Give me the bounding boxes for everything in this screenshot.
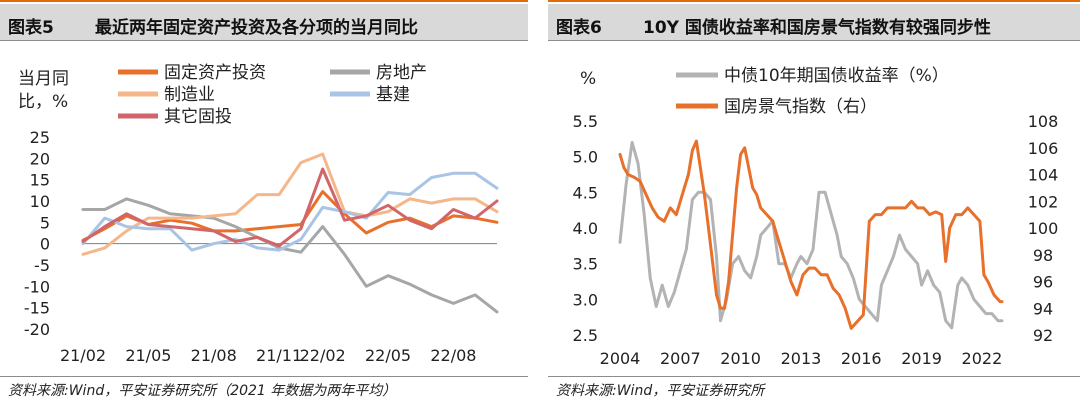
figure-header: 图表5 最近两年固定资产投资及各分项的当月同比 [0,4,528,40]
series-line-制造业 [81,152,499,256]
x-tick-label: 22/02 [300,346,346,365]
x-tick-label: 22/05 [365,346,411,365]
figure-header: 图表6 10Y 国债收益率和国房景气指数有较强同步性 [548,4,1080,40]
x-tick-label: 21/08 [191,346,237,365]
y-tick-label: 5 [40,213,50,232]
legend-label: 房地产 [376,63,427,83]
x-tick-label: 21/02 [60,346,106,365]
figure-number: 图表6 [556,18,602,38]
legend-label: 制造业 [164,85,215,105]
series-line-中债10年期国债收益率（%） [618,140,1004,330]
y-right-tick-label: 96 [1033,273,1053,292]
x-tick-label: 2016 [841,349,882,368]
bond-yield-vs-housing-index-chart: % 5.5 5.0 4.5 4.0 3.5 3.0 2.5 108 106 104 102 100 98 9… [573,66,1059,368]
divider [548,40,1080,41]
series-line-房地产 [81,197,499,314]
y-right-tick-label: 104 [1028,166,1059,185]
legend-label: 国房景气指数（右） [724,97,877,117]
series-line-国房景气指数（右） [618,139,1004,330]
y-tick-label: 10 [30,192,50,211]
y-right-tick-label: 106 [1028,139,1059,158]
y-left-tick-label: 3.0 [573,290,598,309]
y-tick-label: 0 [40,235,50,254]
y-left-tick-label: 4.0 [573,219,598,238]
x-tick-label: 2013 [781,349,822,368]
y-tick-label: 25 [30,128,50,147]
y-right-tick-label: 102 [1028,192,1059,211]
figure-title: 最近两年固定资产投资及各分项的当月同比 [95,18,418,38]
y-right-tick-label: 100 [1028,219,1059,238]
source-note: 资料来源:Wind，平安证券研究所（2021 年数据为两年平均） [8,383,397,399]
y-axis-label: % [580,69,596,89]
y-left-tick-label: 4.5 [573,183,598,202]
legend-label: 固定资产投资 [164,63,266,83]
x-tick-label: 21/05 [125,346,171,365]
divider [0,376,528,377]
figure-title: 10Y 国债收益率和国房景气指数有较强同步性 [643,18,991,38]
x-tick-label: 2007 [660,349,701,368]
series-line-固定资产投资 [81,190,499,242]
y-axis-label: 当月同 [18,69,69,89]
y-left-tick-label: 2.5 [573,326,598,345]
y-left-tick-label: 5.0 [573,148,598,167]
y-tick-label: -10 [24,277,50,296]
y-right-tick-label: 108 [1028,112,1059,131]
legend-label: 基建 [376,85,410,105]
figure-number: 图表5 [8,18,54,38]
y-tick-label: -5 [34,256,50,275]
legend-label: 其它固投 [164,107,232,127]
x-tick-label: 2010 [720,349,761,368]
legend-label: 中债10年期国债收益率（%） [724,66,949,86]
y-right-tick-label: 98 [1033,246,1053,265]
y-axis-label: 比，% [18,92,68,112]
y-tick-label: -15 [24,299,50,318]
figure-5-panel: 图表5 最近两年固定资产投资及各分项的当月同比 当月同比，% 25 20 15 10 5 0… [0,0,528,413]
y-left-tick-label: 5.5 [573,112,598,131]
series-line-基建 [81,171,499,252]
header-accent-bar [0,0,528,2]
x-tick-label: 2019 [901,349,942,368]
x-tick-label: 2022 [962,349,1003,368]
y-tick-label: 15 [30,171,50,190]
divider [548,376,1080,377]
divider [0,40,528,41]
x-tick-label: 21/11 [256,346,302,365]
fixed-asset-investment-chart: 当月同比，% 25 20 15 10 5 0 -5 -10 -15 -20 21/02 21/05 21/… [18,63,499,365]
source-note: 资料来源:Wind，平安证券研究所 [556,383,765,399]
y-left-tick-label: 3.5 [573,255,598,274]
x-tick-label: 2004 [600,349,641,368]
header-accent-bar [548,0,1080,2]
x-tick-label: 22/08 [430,346,476,365]
y-tick-label: 20 [30,149,50,168]
y-right-tick-label: 92 [1033,326,1053,345]
y-right-tick-label: 94 [1033,299,1053,318]
y-tick-label: -20 [24,320,50,339]
figure-6-panel: 图表6 10Y 国债收益率和国房景气指数有较强同步性 % 5.5 5.0 4.5 4.0… [548,0,1080,413]
series-line-其它固投 [81,167,499,248]
